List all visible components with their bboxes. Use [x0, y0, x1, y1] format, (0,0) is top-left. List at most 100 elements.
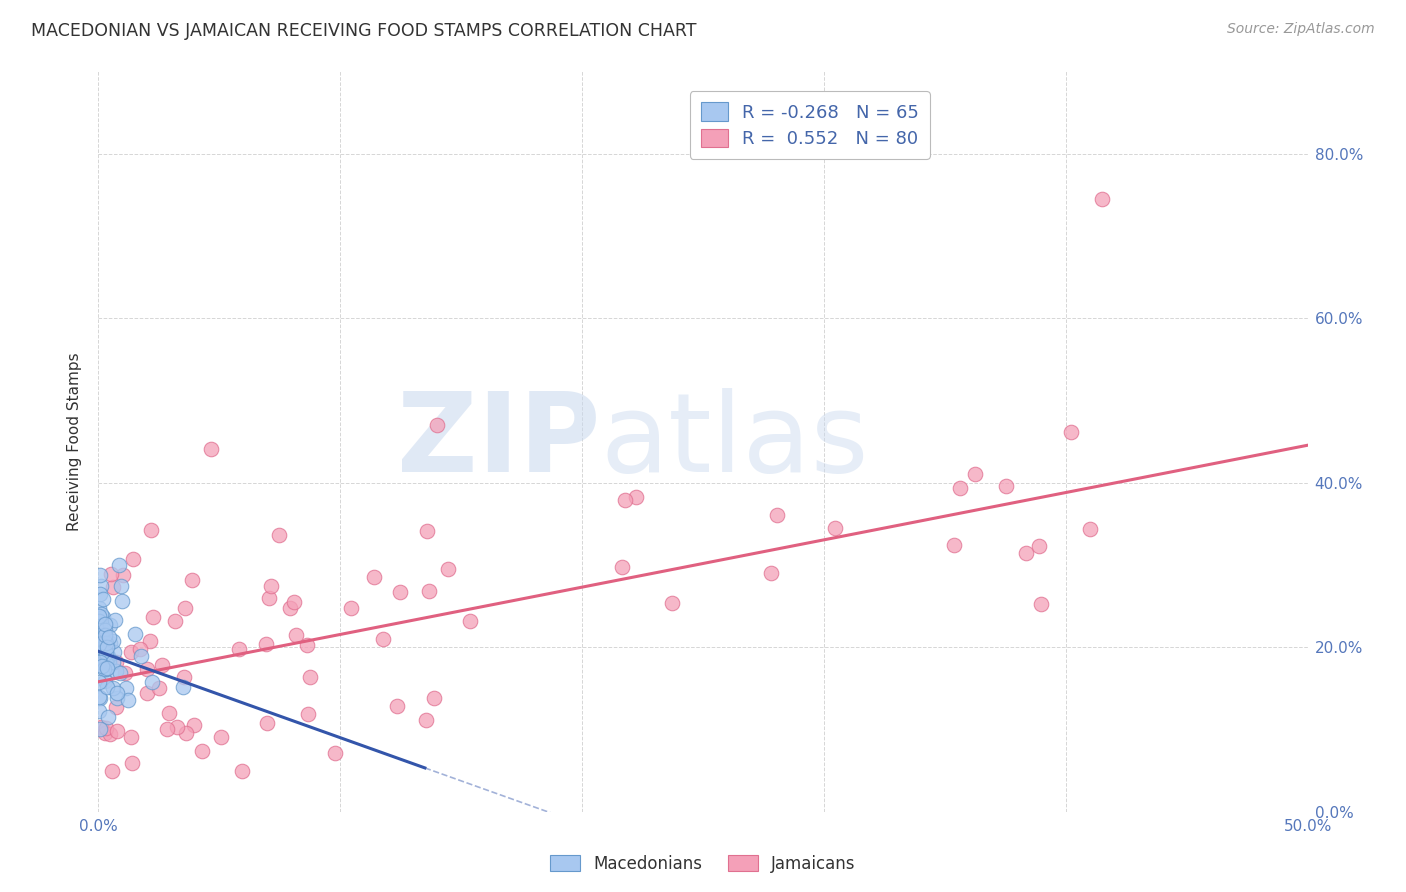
Point: [1060, 425, 1083, 439]
Point: [1078, 522, 1101, 536]
Point: [100, 567, 122, 582]
Point: [148, 681, 170, 695]
Text: MACEDONIAN VS JAMAICAN RECEIVING FOOD STAMPS CORRELATION CHART: MACEDONIAN VS JAMAICAN RECEIVING FOOD ST…: [31, 22, 696, 40]
Point: [190, 744, 212, 758]
Point: [101, 764, 124, 778]
Point: [965, 467, 987, 482]
Point: [284, 628, 307, 642]
Point: [994, 479, 1017, 493]
Point: [98, 727, 121, 741]
Point: [661, 596, 683, 610]
Point: [90, 629, 112, 643]
Point: [283, 595, 305, 609]
Point: [103, 644, 125, 658]
Point: [422, 691, 444, 706]
Point: [94, 673, 117, 688]
Point: [93, 657, 115, 672]
Text: Source: ZipAtlas.com: Source: ZipAtlas.com: [1227, 22, 1375, 37]
Point: [173, 600, 195, 615]
Point: [98, 617, 121, 632]
Point: [87, 614, 110, 628]
Point: [295, 638, 318, 652]
Point: [94, 617, 117, 632]
Point: [91, 642, 114, 657]
Point: [942, 538, 965, 552]
Point: [150, 657, 173, 672]
Point: [93, 627, 115, 641]
Point: [98, 653, 121, 667]
Point: [299, 670, 322, 684]
Point: [323, 746, 346, 760]
Point: [91, 609, 114, 624]
Point: [93, 654, 115, 668]
Point: [105, 686, 128, 700]
Point: [94, 623, 117, 637]
Point: [87, 704, 110, 718]
Point: [174, 726, 197, 740]
Point: [120, 645, 142, 659]
Point: [94, 662, 117, 676]
Point: [117, 693, 139, 707]
Point: [98, 636, 121, 650]
Point: [89, 636, 111, 650]
Point: [93, 662, 115, 676]
Point: [98, 630, 121, 644]
Point: [91, 592, 114, 607]
Point: [172, 680, 194, 694]
Point: [157, 706, 180, 720]
Point: [94, 646, 117, 660]
Point: [183, 718, 205, 732]
Point: [142, 610, 165, 624]
Point: [166, 720, 188, 734]
Point: [128, 641, 150, 656]
Point: [97, 657, 120, 671]
Point: [139, 633, 162, 648]
Point: [765, 508, 787, 523]
Point: [105, 691, 128, 706]
Point: [415, 713, 437, 727]
Point: [256, 716, 278, 731]
Point: [87, 690, 110, 705]
Point: [89, 722, 111, 736]
Point: [90, 607, 112, 622]
Point: [613, 492, 636, 507]
Point: [108, 558, 131, 572]
Point: [90, 720, 112, 734]
Point: [180, 573, 202, 587]
Point: [108, 666, 131, 681]
Point: [141, 523, 163, 537]
Point: [371, 632, 394, 646]
Point: [612, 560, 634, 574]
Point: [96, 640, 118, 654]
Point: [363, 570, 385, 584]
Point: [1029, 598, 1052, 612]
Point: [89, 587, 111, 601]
Point: [103, 655, 125, 669]
Point: [111, 594, 134, 608]
Point: [156, 722, 179, 736]
Point: [388, 584, 411, 599]
Point: [96, 652, 118, 666]
Point: [231, 764, 253, 778]
Point: [624, 490, 647, 504]
Point: [114, 665, 136, 680]
Legend: Macedonians, Jamaicans: Macedonians, Jamaicans: [544, 848, 862, 880]
Point: [120, 730, 142, 744]
Point: [87, 674, 110, 689]
Point: [141, 675, 163, 690]
Text: ZIP: ZIP: [396, 388, 600, 495]
Point: [458, 615, 481, 629]
Point: [103, 681, 125, 695]
Point: [110, 579, 132, 593]
Point: [97, 710, 120, 724]
Point: [97, 649, 120, 664]
Point: [96, 656, 118, 670]
Point: [105, 655, 128, 669]
Point: [1091, 192, 1114, 206]
Point: [385, 699, 408, 714]
Point: [759, 566, 782, 580]
Point: [254, 637, 277, 651]
Point: [94, 632, 117, 647]
Point: [259, 579, 281, 593]
Point: [89, 567, 111, 582]
